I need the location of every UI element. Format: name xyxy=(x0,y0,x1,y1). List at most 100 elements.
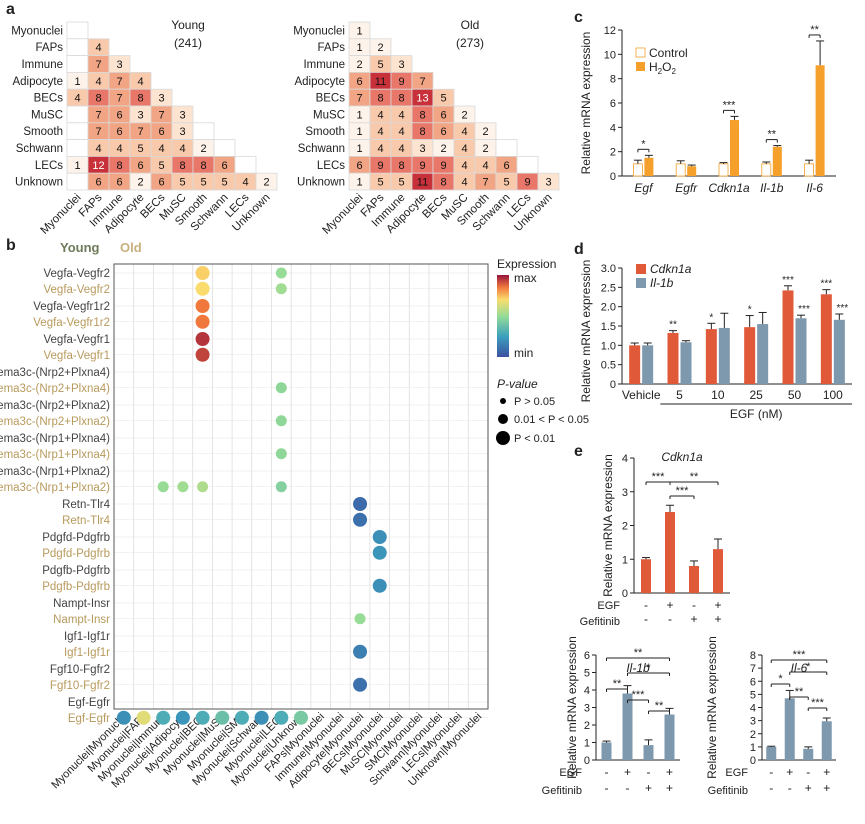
dotplot-row-label: Pdgfb-Pdgfrb xyxy=(42,565,110,577)
y-tick-label: 0.5 xyxy=(601,360,616,372)
dotplot-point xyxy=(156,710,171,725)
legend-swatch-cdkn1a xyxy=(636,264,646,274)
heatmap-cell-value: 7 xyxy=(116,93,122,105)
heatmap-cell-value: 7 xyxy=(158,109,164,121)
heatmap-cell-value: 5 xyxy=(398,177,404,189)
heatmap-cell-value: 4 xyxy=(74,93,80,105)
heatmap-cell-value: 1 xyxy=(356,143,362,155)
gefitinib-sign: - xyxy=(644,612,648,626)
heatmap-cell xyxy=(66,122,89,141)
heatmap-cell-value: 8 xyxy=(398,160,404,172)
dotplot-border xyxy=(113,263,489,710)
y-tick-label: 7 xyxy=(750,663,756,675)
legend-pvalue-label: P < 0.01 xyxy=(514,433,555,445)
heatmap-cell-value: 4 xyxy=(398,126,404,138)
dotplot-point xyxy=(274,710,289,725)
legend-il1b: Il-1b xyxy=(650,276,674,290)
y-tick-label: 0 xyxy=(610,379,616,391)
heatmap-cell-value: 3 xyxy=(137,109,143,121)
heatmap-row-label: LECs xyxy=(35,160,63,172)
heatmap-cell-value: 8 xyxy=(137,93,143,105)
heatmap-cell-value: 5 xyxy=(137,143,143,155)
heatmap-cell-value: 7 xyxy=(95,109,101,121)
x-axis-label: EGF (nM) xyxy=(730,407,783,421)
heatmap-cell-value: 2 xyxy=(440,143,446,155)
heatmap-row-label: Unknown xyxy=(297,177,345,189)
dotplot-point xyxy=(353,497,368,511)
egf-sign: - xyxy=(605,765,609,779)
gefitinib-sign: - xyxy=(605,781,609,795)
egf-sign: - xyxy=(644,598,648,612)
egf-row-label: EGF xyxy=(597,600,620,612)
legend-expression-title: Expression xyxy=(497,257,556,271)
heatmap-row-label: Smooth xyxy=(305,126,345,138)
heatmap-cell-value: 3 xyxy=(398,59,404,71)
y-tick-label: 1.0 xyxy=(601,340,616,352)
heatmap-cell xyxy=(66,55,89,73)
heatmap-cell-value: 4 xyxy=(398,143,404,155)
dotplot-row-label: Igf1-Igf1r xyxy=(64,631,110,643)
heatmap-cell-value: 4 xyxy=(116,143,122,155)
heatmap-cell-value: 6 xyxy=(221,160,227,172)
y-tick-label: 1 xyxy=(622,554,628,566)
significance-mark: *** xyxy=(632,689,646,701)
bar xyxy=(713,549,723,593)
heatmap-cell-value: 6 xyxy=(116,177,122,189)
significance-mark: * xyxy=(641,138,646,150)
egf-row-label: EGF xyxy=(559,767,582,779)
heatmap-cell-value: 4 xyxy=(179,143,185,155)
egf-sign: - xyxy=(647,765,651,779)
heatmap-cell xyxy=(66,105,89,124)
x-category-label: 5 xyxy=(676,388,683,402)
x-category-label: Egf xyxy=(634,181,654,195)
heatmap-cell-value: 3 xyxy=(158,93,164,105)
egf-sign: - xyxy=(806,765,810,779)
dotplot-point xyxy=(275,448,287,460)
significance-mark: *** xyxy=(782,275,794,286)
heatmap-row-label: Adipocyte xyxy=(12,76,63,88)
y-axis-label: Relative mRNA expression xyxy=(705,636,719,779)
legend-h2o2-sub: 2 xyxy=(671,67,676,76)
legend-old: Old xyxy=(120,240,142,255)
y-tick-label: 3.0 xyxy=(601,263,616,275)
panel-label-e: e xyxy=(574,443,583,460)
dotplot-row-label: Pdgfd-Pdgfrb xyxy=(42,548,110,560)
heatmap-cell-value: 7 xyxy=(95,59,101,71)
heatmap-cell-value: 7 xyxy=(419,76,425,88)
dotplot-point xyxy=(372,545,387,560)
heatmap-cell-value: 6 xyxy=(95,177,101,189)
heatmap-cell-value: 2 xyxy=(482,126,488,138)
bar xyxy=(601,742,612,760)
bar xyxy=(821,721,832,760)
dotplot-point xyxy=(353,677,368,692)
egf-sign: + xyxy=(666,765,673,779)
dotplot-point xyxy=(275,481,287,493)
bar-cdkn1a xyxy=(820,294,832,384)
legend-cdkn1a: Cdkn1a xyxy=(650,262,692,276)
bar-il1b xyxy=(718,327,730,384)
heatmap-cell-value: 5 xyxy=(158,160,164,172)
bar xyxy=(766,746,777,760)
heatmap-cell-value: 8 xyxy=(179,160,185,172)
significance-mark: * xyxy=(778,673,783,685)
heatmap-cell-value: 6 xyxy=(116,126,122,138)
heatmap-cell-value: 4 xyxy=(95,76,101,88)
heatmap-cell-value: 13 xyxy=(416,93,428,105)
y-tick-label: 0 xyxy=(584,755,590,767)
heatmap-cell-value: 1 xyxy=(356,25,362,37)
heatmap-cell-value: 5 xyxy=(377,59,383,71)
legend-pvalue-label: 0.01 < P < 0.05 xyxy=(514,414,589,426)
dotplot-point xyxy=(275,267,287,279)
dotplot-row-label: Vegfa-Vegfr1r2 xyxy=(33,301,110,313)
heatmap-row-label: Unknown xyxy=(15,177,63,189)
heatmap-cell-value: 8 xyxy=(200,160,206,172)
significance-mark: *** xyxy=(793,649,807,661)
bar-il1b xyxy=(757,324,769,384)
y-tick-label: 0 xyxy=(610,171,616,183)
heatmap-cell-value: 4 xyxy=(137,76,143,88)
y-tick-label: 4 xyxy=(610,122,616,134)
dotplot-row-label: Sema3c-(Nrp1+Plxna4) xyxy=(0,433,110,445)
panel-label-c: c xyxy=(574,9,583,26)
dotplot-point xyxy=(354,613,366,625)
legend-max: max xyxy=(514,271,537,285)
